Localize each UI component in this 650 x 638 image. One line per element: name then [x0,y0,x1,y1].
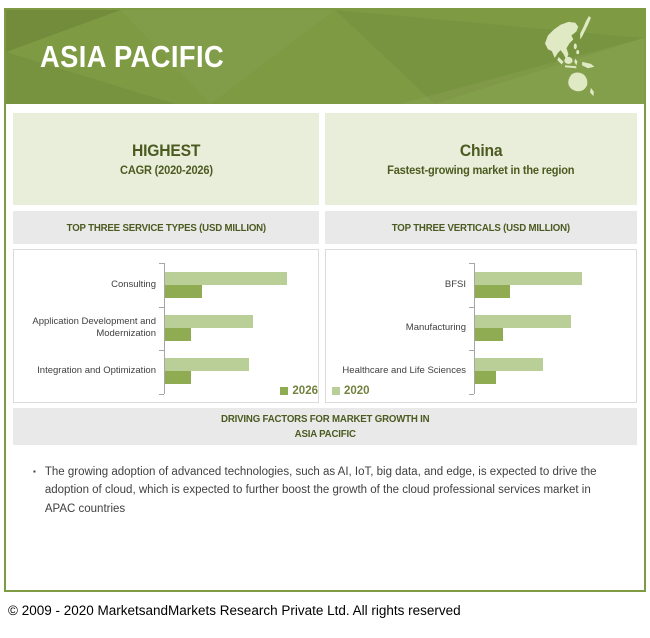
legend-label: 2020 [344,385,370,397]
driving-factor-text: The growing adoption of advanced technol… [44,466,597,515]
chart-category-row: BFSI [326,263,636,306]
chart-category-row: Manufacturing [326,306,636,349]
bar-2026 [474,370,496,384]
category-label: Consulting [111,278,156,290]
infographic-card: ASIA PACIFIC [4,8,646,592]
highlight-row: HIGHEST CAGR (2020-2026) China Fastest-g… [13,113,637,205]
bar-2020 [164,314,253,328]
page-title: ASIA PACIFIC [40,39,225,74]
axis-tick [469,263,474,264]
chart-category-row: Healthcare and Life Sciences [326,349,636,392]
chart-body: BFSI Manufacturing Healthcare and Life Sci… [326,250,636,402]
bar-2026 [474,284,510,298]
charts-row: Consulting Application Development and Mo… [13,249,637,403]
footer-copyright: © 2009 - 2020 MarketsandMarkets Research… [8,603,461,618]
bar-group [474,357,636,384]
category-axis [469,263,475,395]
section-header-label: TOP THREE SERVICE TYPES (USD MILLION) [66,221,266,234]
bar-group [164,314,318,341]
bar-2026 [164,327,192,341]
section-header-service-types: TOP THREE SERVICE TYPES (USD MILLION) [13,211,319,244]
category-label: Application Development and Modernizatio… [32,315,156,339]
bar-group [164,357,318,384]
category-label: BFSI [444,278,466,290]
driving-factor-bullet: ▪ The growing adoption of advanced techn… [33,463,609,518]
chart-category-row: Consulting [14,263,318,306]
axis-tick [159,394,164,395]
driving-factors-header: DRIVING FACTORS FOR MARKET GROWTH IN ASI… [13,408,637,445]
asia-pacific-banner: ASIA PACIFIC [6,10,644,104]
bar-2020 [474,357,544,371]
axis-tick [469,306,474,308]
section-header-row: TOP THREE SERVICE TYPES (USD MILLION) TO… [13,211,637,244]
axis-tick [469,394,474,395]
highlight-subtitle: CAGR (2020-2026) [119,163,213,177]
bar-2026 [164,284,203,298]
legend-label: 2026 [292,385,318,397]
category-label: Healthcare and Life Sciences [342,364,466,376]
highlight-title: HIGHEST [131,141,201,160]
axis-tick [469,350,474,352]
driving-factors-body: ▪ The growing adoption of advanced techn… [13,450,637,518]
highlight-box-highest-cagr: HIGHEST CAGR (2020-2026) [13,113,319,205]
bar-group [474,271,636,298]
driving-factors-title-line2: ASIA PACIFIC [294,427,356,440]
highlight-box-china: China Fastest-growing market in the regi… [325,113,637,205]
highlight-title: China [459,141,503,160]
asia-pacific-map-icon [536,14,640,102]
bar-2026 [164,370,192,384]
section-header-label: TOP THREE VERTICALS (USD MILLION) [391,221,571,234]
highlight-subtitle: Fastest-growing market in the region [387,163,575,177]
bar-2020 [474,314,572,328]
square-bullet-icon: ▪ [33,467,36,476]
bar-2020 [474,271,582,285]
bar-group [164,271,318,298]
section-header-verticals: TOP THREE VERTICALS (USD MILLION) [325,211,637,244]
chart-verticals: BFSI Manufacturing Healthcare and Life Sci… [325,249,637,403]
bar-2026 [474,327,504,341]
bar-group [474,314,636,341]
content-area: HIGHEST CAGR (2020-2026) China Fastest-g… [6,104,644,518]
chart-service-types: Consulting Application Development and Mo… [13,249,319,403]
axis-tick [159,350,164,352]
legend-item-2026: 2026 [280,385,318,397]
legend-swatch-icon [280,387,289,395]
chart-category-row: Application Development and Modernizatio… [14,306,318,349]
legend-item-2020: 2020 [332,385,370,397]
category-label: Integration and Optimization [37,364,156,376]
chart-legend: 2026 2020 [13,385,637,397]
chart-body: Consulting Application Development and Mo… [14,250,318,402]
bar-2020 [164,271,288,285]
bar-2020 [164,357,249,371]
driving-factors-title-line1: DRIVING FACTORS FOR MARKET GROWTH IN [220,413,430,426]
chart-category-row: Integration and Optimization [14,349,318,392]
category-axis [159,263,165,395]
category-label: Manufacturing [405,321,466,333]
legend-swatch-icon [332,387,340,395]
axis-tick [159,263,164,264]
axis-tick [159,306,164,308]
